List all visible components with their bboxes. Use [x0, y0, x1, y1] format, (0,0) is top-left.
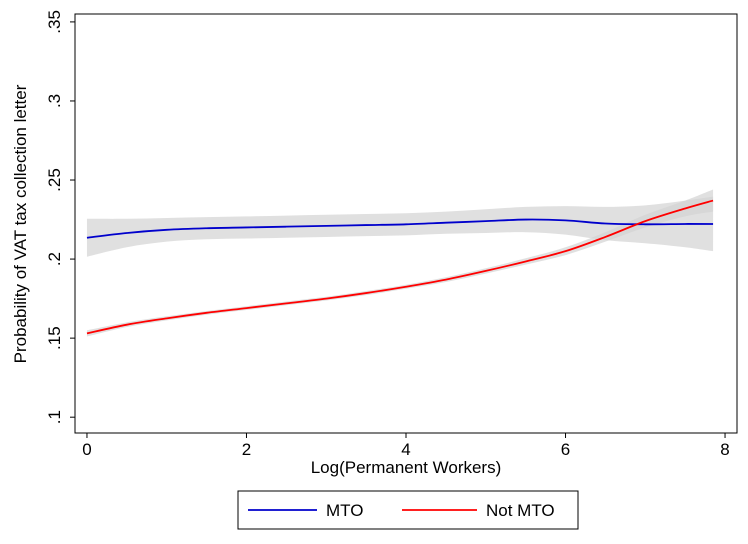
x-axis: 0 2 4 6 8: [82, 433, 730, 459]
x-tick-label: 6: [561, 440, 570, 459]
y-tick-label: .3: [45, 94, 64, 108]
y-tick-label: .2: [45, 252, 64, 266]
y-tick-label: .35: [45, 10, 64, 34]
confidence-bands: [86, 189, 714, 337]
ci-band-not-mto: [86, 189, 714, 337]
legend: MTO Not MTO: [237, 490, 579, 530]
y-tick-label: .1: [45, 410, 64, 424]
series-line-mto: [86, 218, 714, 239]
legend-label-not-mto: Not MTO: [486, 501, 555, 520]
series-line-not-mto: [86, 199, 714, 335]
y-axis: .1 .15 .2 .25 .3 .35: [45, 10, 75, 424]
legend-label-mto: MTO: [326, 501, 363, 520]
x-tick-label: 0: [82, 440, 91, 459]
series-lines: [86, 199, 714, 335]
x-tick-label: 8: [720, 440, 729, 459]
y-tick-label: .25: [45, 168, 64, 192]
y-axis-title: Probability of VAT tax collection letter: [11, 84, 30, 363]
x-tick-label: 4: [401, 440, 410, 459]
x-axis-title: Log(Permanent Workers): [311, 458, 502, 477]
y-tick-label: .15: [45, 326, 64, 350]
ci-band-mto: [86, 196, 714, 257]
x-tick-label: 2: [242, 440, 251, 459]
